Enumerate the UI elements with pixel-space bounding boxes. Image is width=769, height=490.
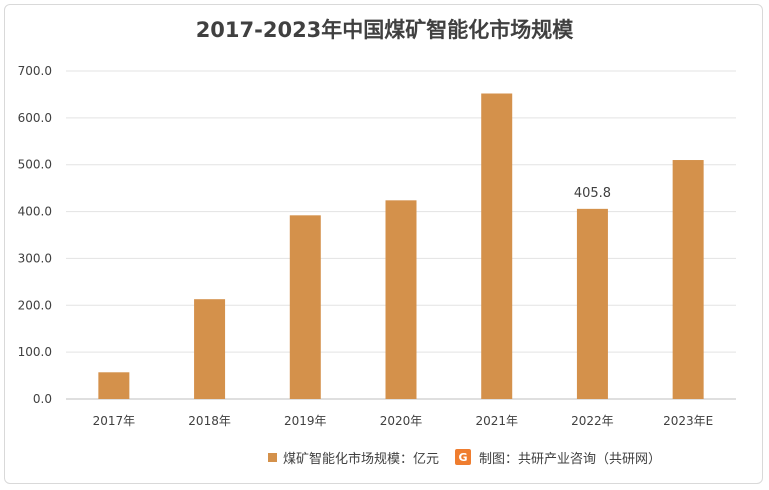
source-logo-icon: G: [455, 449, 472, 465]
bar-4: [481, 93, 513, 400]
chart-title: 2017-2023年中国煤矿智能化市场规模: [195, 18, 574, 42]
y-tick-label: 300.0: [18, 251, 52, 265]
y-tick-label: 400.0: [18, 205, 52, 219]
bar-1: [194, 299, 226, 399]
legend-label: 煤矿智能化市场规模：亿元: [283, 451, 440, 467]
x-tick-label: 2017年: [93, 414, 136, 428]
y-tick-label: 100.0: [18, 345, 52, 359]
x-tick-label: 2022年: [571, 414, 614, 428]
x-tick-label: 2021年: [475, 414, 518, 428]
bar-5: [576, 208, 608, 399]
x-tick-label: 2023年E: [663, 414, 713, 428]
y-tick-label: 600.0: [18, 111, 52, 125]
y-tick-label: 0.0: [33, 392, 52, 406]
legend-swatch: [268, 452, 277, 462]
y-tick-label: 700.0: [18, 64, 52, 78]
x-tick-label: 2020年: [380, 414, 423, 428]
data-label: 405.8: [574, 186, 611, 201]
x-tick-label: 2018年: [188, 414, 231, 428]
chart-frame: [4, 4, 763, 484]
legend: 煤矿智能化市场规模：亿元 G 制图：共研产业咨询（共研网）: [268, 446, 661, 468]
bar-2: [289, 215, 321, 399]
x-tick-label: 2019年: [284, 414, 327, 428]
source-text: 制图：共研产业咨询（共研网）: [479, 451, 662, 467]
bar-3: [385, 200, 417, 399]
y-tick-label: 500.0: [18, 158, 52, 172]
y-tick-label: 200.0: [18, 298, 52, 312]
bar-6: [672, 160, 704, 399]
bar-0: [98, 372, 130, 399]
